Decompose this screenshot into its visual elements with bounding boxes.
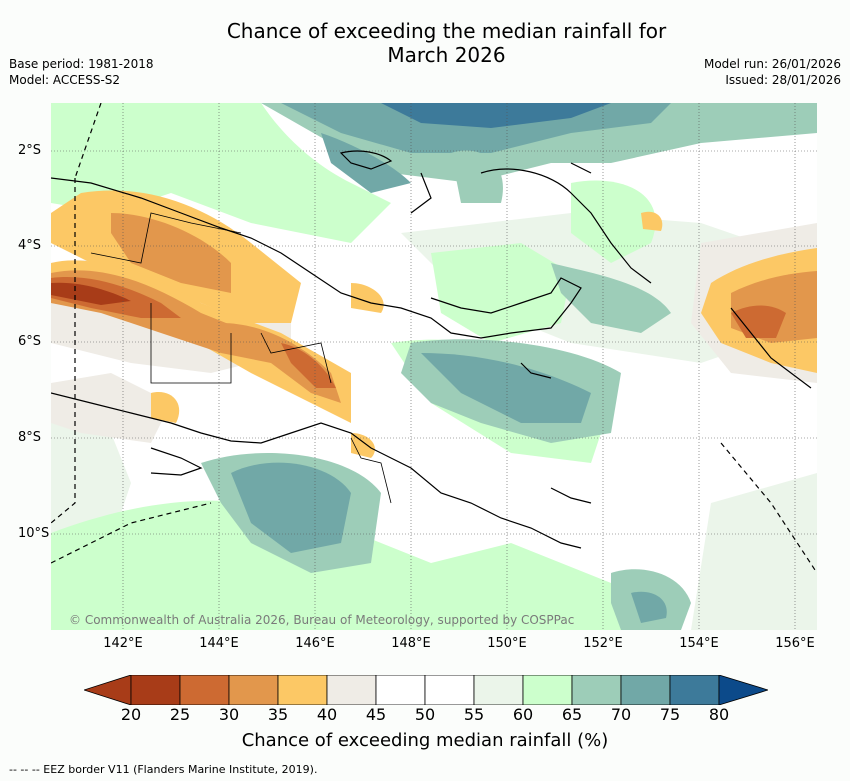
colorbar-swatch-40 — [326, 675, 377, 705]
colorbar-tick-40: 40 — [316, 705, 338, 724]
colorbar-tick-45: 45 — [365, 705, 387, 724]
colorbar-swatch-55 — [473, 675, 524, 705]
lon-label-152e: 152°E — [583, 636, 623, 651]
model-run: Model run: 26/01/2026 — [703, 57, 841, 71]
colorbar-tick-60: 60 — [512, 705, 534, 724]
lat-label-8s: 8°S — [18, 430, 42, 445]
colorbar-tick-80: 80 — [708, 705, 730, 724]
lat-label-10s: 10°S — [18, 526, 50, 541]
colorbar-arrow-left — [84, 675, 132, 705]
colorbar-title: Chance of exceeding median rainfall (%) — [241, 730, 609, 751]
colorbar-tick-30: 30 — [218, 705, 240, 724]
colorbar-tick-35: 35 — [267, 705, 289, 724]
model-name: Model: ACCESS-S2 — [9, 73, 121, 87]
colorbar-tick-50: 50 — [414, 705, 436, 724]
colorbar-tick-70: 70 — [610, 705, 632, 724]
lon-label-144e: 144°E — [199, 636, 239, 651]
colorbar-swatch-60 — [522, 675, 573, 705]
colorbar-swatch-70 — [620, 675, 671, 705]
lat-label-4s: 4°S — [18, 238, 42, 253]
title-line-2: March 2026 — [387, 43, 506, 67]
lon-label-150e: 150°E — [487, 636, 527, 651]
colorbar-tick-65: 65 — [561, 705, 583, 724]
colorbar-swatch-35 — [277, 675, 328, 705]
colorbar-swatch-65 — [571, 675, 622, 705]
map-canvas — [51, 103, 817, 630]
issued-date: Issued: 28/01/2026 — [725, 73, 841, 87]
lat-label-6s: 6°S — [18, 334, 42, 349]
colorbar-tick-55: 55 — [463, 705, 485, 724]
lon-label-148e: 148°E — [391, 636, 431, 651]
lon-label-146e: 146°E — [295, 636, 335, 651]
meta-left: Base period: 1981-2018 Model: ACCESS-S2 — [9, 56, 154, 88]
lon-label-154e: 154°E — [679, 636, 719, 651]
rainfall-map — [51, 103, 817, 630]
colorbar-tick-75: 75 — [659, 705, 681, 724]
colorbar-tick-20: 20 — [120, 705, 142, 724]
colorbar — [84, 675, 768, 705]
colorbar-swatch-30 — [228, 675, 279, 705]
colorbar-swatch-50 — [424, 675, 475, 705]
eez-footnote: -- -- -- EEZ border V11 (Flanders Marine… — [9, 763, 318, 776]
lon-label-156e: 156°E — [775, 636, 815, 651]
title-line-1: Chance of exceeding the median rainfall … — [226, 19, 667, 43]
meta-right: Model run: 26/01/2026 Issued: 28/01/2026 — [704, 56, 841, 88]
colorbar-tick-25: 25 — [169, 705, 191, 724]
copyright-notice: © Commonwealth of Australia 2026, Bureau… — [69, 613, 575, 627]
colorbar-swatch-20 — [130, 675, 181, 705]
chart-title: Chance of exceeding the median rainfall … — [0, 19, 850, 67]
colorbar-swatch-45 — [375, 675, 426, 705]
colorbar-swatch-75 — [669, 675, 720, 705]
base-period: Base period: 1981-2018 — [9, 57, 154, 71]
colorbar-swatch-25 — [179, 675, 230, 705]
lat-label-2s: 2°S — [18, 143, 42, 158]
lon-label-142e: 142°E — [103, 636, 143, 651]
colorbar-arrow-right — [718, 675, 768, 705]
